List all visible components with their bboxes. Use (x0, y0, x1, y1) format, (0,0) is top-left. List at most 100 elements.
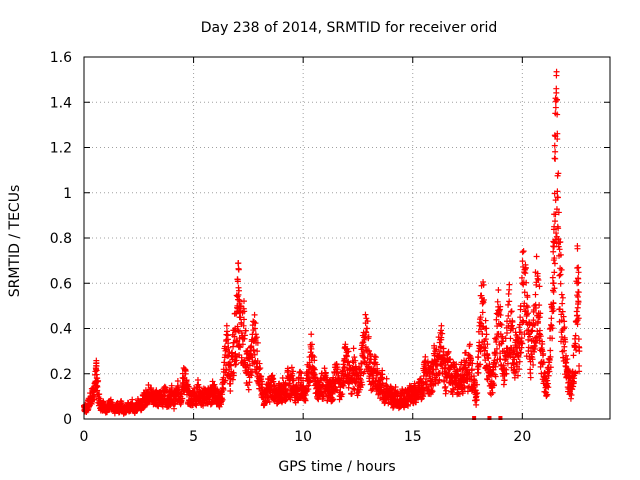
data-point (232, 325, 239, 332)
data-point (527, 374, 534, 381)
data-point (240, 298, 247, 305)
data-point (339, 391, 346, 398)
data-point (520, 248, 527, 255)
data-point (438, 334, 445, 341)
data-point (223, 336, 230, 343)
data-point (422, 359, 429, 366)
data-point (251, 351, 258, 358)
data-point (575, 336, 582, 343)
data-point (570, 352, 577, 359)
data-point (507, 335, 514, 342)
data-point (291, 384, 298, 391)
data-point (376, 382, 383, 389)
data-point (556, 246, 563, 253)
data-point (85, 400, 92, 407)
data-point (519, 340, 526, 347)
data-point (511, 374, 518, 381)
data-point (457, 366, 464, 373)
data-point (555, 225, 562, 232)
data-point (466, 352, 473, 359)
data-point (447, 356, 454, 363)
data-point (427, 375, 434, 382)
data-point (308, 331, 315, 338)
data-point (512, 369, 519, 376)
data-point (484, 352, 491, 359)
data-point (518, 335, 525, 342)
data-point (179, 379, 186, 386)
data-point (477, 361, 484, 368)
data-point (271, 388, 278, 395)
y-tick-label: 0.2 (50, 367, 72, 383)
data-point (350, 359, 357, 366)
data-point (552, 218, 559, 225)
data-point (541, 370, 548, 377)
data-point (89, 388, 96, 395)
data-point (192, 393, 199, 400)
data-point (506, 298, 513, 305)
data-point (462, 359, 469, 366)
data-point (553, 68, 560, 75)
x-tick-label: 10 (294, 429, 312, 445)
data-point (194, 384, 201, 391)
data-point (313, 379, 320, 386)
data-point (554, 111, 561, 118)
data-point (555, 209, 562, 216)
y-tick-label: 1.4 (50, 95, 72, 111)
data-point (302, 388, 309, 395)
data-point (181, 366, 188, 373)
data-point (111, 406, 118, 413)
data-point (478, 320, 485, 327)
data-point (438, 322, 445, 329)
data-point (508, 308, 515, 315)
data-point (183, 377, 190, 384)
data-point (549, 335, 556, 342)
data-point (506, 281, 513, 288)
data-point (504, 360, 511, 367)
x-tick-label: 15 (404, 429, 422, 445)
data-point (168, 388, 175, 395)
data-point (533, 253, 540, 260)
data-point (550, 280, 557, 287)
data-point (339, 370, 346, 377)
data-point (557, 238, 564, 245)
y-tick-label: 1.2 (50, 141, 72, 157)
data-point (381, 388, 388, 395)
data-point (559, 300, 566, 307)
data-point (257, 365, 264, 372)
data-point (396, 397, 403, 404)
data-point (521, 289, 528, 296)
data-point (480, 281, 487, 288)
data-point (561, 318, 568, 325)
data-point (560, 325, 567, 332)
data-point (383, 382, 390, 389)
data-point (162, 386, 169, 393)
data-point (155, 395, 162, 402)
data-point (200, 402, 207, 409)
data-point (142, 393, 149, 400)
data-point (559, 308, 566, 315)
data-point (520, 318, 527, 325)
data-point (535, 277, 542, 284)
data-point (238, 354, 245, 361)
data-point (429, 366, 436, 373)
data-point (511, 356, 518, 363)
data-point (499, 348, 506, 355)
data-point (227, 370, 234, 377)
data-point (471, 382, 478, 389)
data-point (137, 400, 144, 407)
data-point (551, 285, 558, 292)
data-point (284, 375, 291, 382)
data-point (278, 388, 285, 395)
data-point (311, 366, 318, 373)
data-point (371, 353, 378, 360)
data-point (315, 386, 322, 393)
data-point (519, 258, 526, 265)
data-point (440, 345, 447, 352)
data-point (575, 315, 582, 322)
data-point (236, 314, 243, 321)
data-point (333, 366, 340, 373)
data-point (247, 352, 254, 359)
data-point (568, 392, 575, 399)
data-point (574, 280, 581, 287)
data-point (351, 354, 358, 361)
